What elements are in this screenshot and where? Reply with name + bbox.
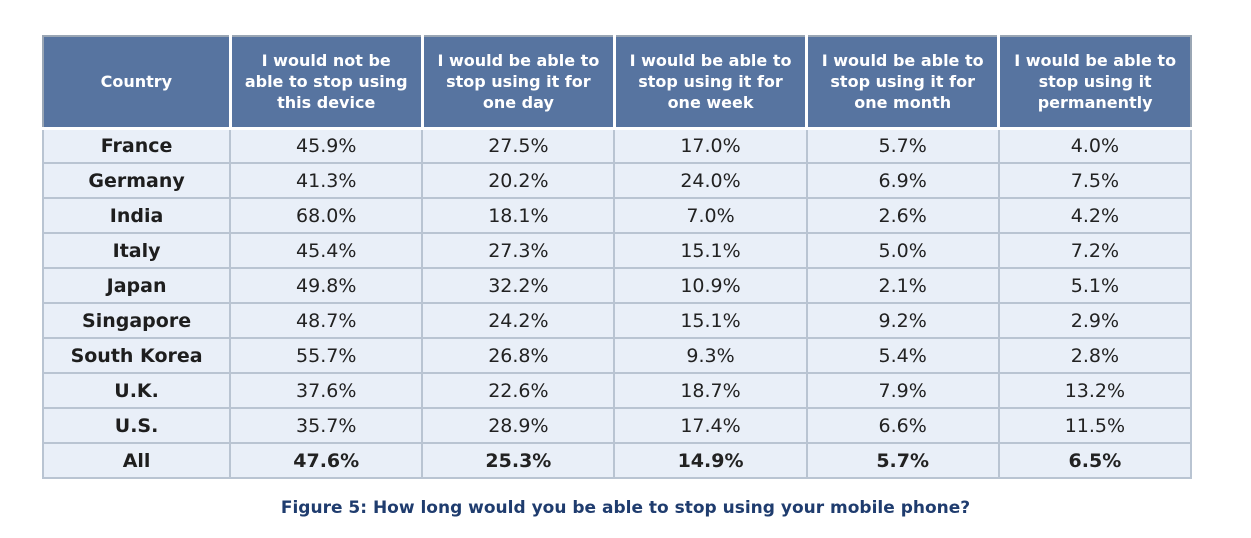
value-cell: 35.7%: [229, 407, 424, 444]
value-cell: 28.9%: [421, 407, 616, 444]
value-cell: 37.6%: [229, 372, 424, 409]
value-cell: 2.6%: [805, 197, 1000, 234]
country-cell: South Korea: [41, 337, 232, 374]
value-cell: 22.6%: [421, 372, 616, 409]
table-row: India 68.0% 18.1% 7.0% 2.6% 4.2%: [41, 197, 1193, 234]
value-cell: 25.3%: [421, 442, 616, 479]
value-cell: 5.4%: [805, 337, 1000, 374]
value-cell: 26.8%: [421, 337, 616, 374]
value-cell: 5.0%: [805, 232, 1000, 269]
data-table-container: Country I would not be able to stop usin…: [41, 35, 1193, 479]
table-body: France 45.9% 27.5% 17.0% 5.7% 4.0% Germany 41.3…: [41, 127, 1193, 479]
value-cell: 9.2%: [805, 302, 1000, 339]
table-row: South Korea 55.7% 26.8% 9.3% 5.4% 2.8%: [41, 337, 1193, 374]
data-table: Country I would not be able to stop usin…: [41, 35, 1193, 479]
table-row: Japan 49.8% 32.2% 10.9% 2.1% 5.1%: [41, 267, 1193, 304]
country-cell: U.S.: [41, 407, 232, 444]
table-row: U.S. 35.7% 28.9% 17.4% 6.6% 11.5%: [41, 407, 1193, 444]
value-cell: 7.0%: [613, 197, 808, 234]
value-cell: 13.2%: [997, 372, 1193, 409]
value-cell: 15.1%: [613, 302, 808, 339]
country-cell: U.K.: [41, 372, 232, 409]
country-cell: France: [41, 127, 232, 164]
value-cell: 4.0%: [997, 127, 1193, 164]
figure-caption: Figure 5: How long would you be able to …: [280, 498, 971, 518]
value-cell: 2.1%: [805, 267, 1000, 304]
value-cell: 18.7%: [613, 372, 808, 409]
value-cell: 7.5%: [997, 162, 1193, 199]
column-header-permanently: I would be able to stop using it permane…: [997, 36, 1191, 130]
table-row-total: All 47.6% 25.3% 14.9% 5.7% 6.5%: [41, 442, 1193, 479]
column-header-one-week: I would be able to stop using it for one…: [612, 36, 809, 130]
value-cell: 14.9%: [613, 442, 808, 479]
value-cell: 17.0%: [613, 127, 808, 164]
value-cell: 49.8%: [229, 267, 424, 304]
value-cell: 55.7%: [229, 337, 424, 374]
value-cell: 4.2%: [997, 197, 1193, 234]
value-cell: 32.2%: [421, 267, 616, 304]
value-cell: 27.5%: [421, 127, 616, 164]
value-cell: 41.3%: [229, 162, 424, 199]
value-cell: 2.8%: [997, 337, 1193, 374]
column-header-cannot-stop: I would not be able to stop using this d…: [228, 36, 424, 130]
value-cell: 11.5%: [997, 407, 1193, 444]
country-cell: Italy: [41, 232, 232, 269]
value-cell: 6.9%: [805, 162, 1000, 199]
value-cell: 47.6%: [229, 442, 424, 479]
value-cell: 6.6%: [805, 407, 1000, 444]
value-cell: 15.1%: [613, 232, 808, 269]
value-cell: 2.9%: [997, 302, 1193, 339]
value-cell: 5.1%: [997, 267, 1193, 304]
country-cell: All: [41, 442, 232, 479]
value-cell: 7.9%: [805, 372, 1000, 409]
value-cell: 20.2%: [421, 162, 616, 199]
value-cell: 45.9%: [229, 127, 424, 164]
value-cell: 17.4%: [613, 407, 808, 444]
column-header-country: Country: [43, 36, 232, 130]
value-cell: 27.3%: [421, 232, 616, 269]
value-cell: 5.7%: [805, 127, 1000, 164]
country-cell: Germany: [41, 162, 232, 199]
country-cell: Singapore: [41, 302, 232, 339]
value-cell: 24.0%: [613, 162, 808, 199]
value-cell: 10.9%: [613, 267, 808, 304]
value-cell: 18.1%: [421, 197, 616, 234]
value-cell: 45.4%: [229, 232, 424, 269]
column-header-one-month: I would be able to stop using it for one…: [805, 36, 1001, 130]
value-cell: 9.3%: [613, 337, 808, 374]
table-row: Singapore 48.7% 24.2% 15.1% 9.2% 2.9%: [41, 302, 1193, 339]
value-cell: 48.7%: [229, 302, 424, 339]
table-row: France 45.9% 27.5% 17.0% 5.7% 4.0%: [41, 127, 1193, 164]
value-cell: 24.2%: [421, 302, 616, 339]
value-cell: 7.2%: [997, 232, 1193, 269]
table-row: Italy 45.4% 27.3% 15.1% 5.0% 7.2%: [41, 232, 1193, 269]
value-cell: 6.5%: [997, 442, 1193, 479]
value-cell: 68.0%: [229, 197, 424, 234]
table-row: U.K. 37.6% 22.6% 18.7% 7.9% 13.2%: [41, 372, 1193, 409]
table-row: Germany 41.3% 20.2% 24.0% 6.9% 7.5%: [41, 162, 1193, 199]
country-cell: India: [41, 197, 232, 234]
value-cell: 5.7%: [805, 442, 1000, 479]
column-header-one-day: I would be able to stop using it for one…: [420, 36, 616, 130]
table-header-row: Country I would not be able to stop usin…: [43, 36, 1191, 130]
country-cell: Japan: [41, 267, 232, 304]
